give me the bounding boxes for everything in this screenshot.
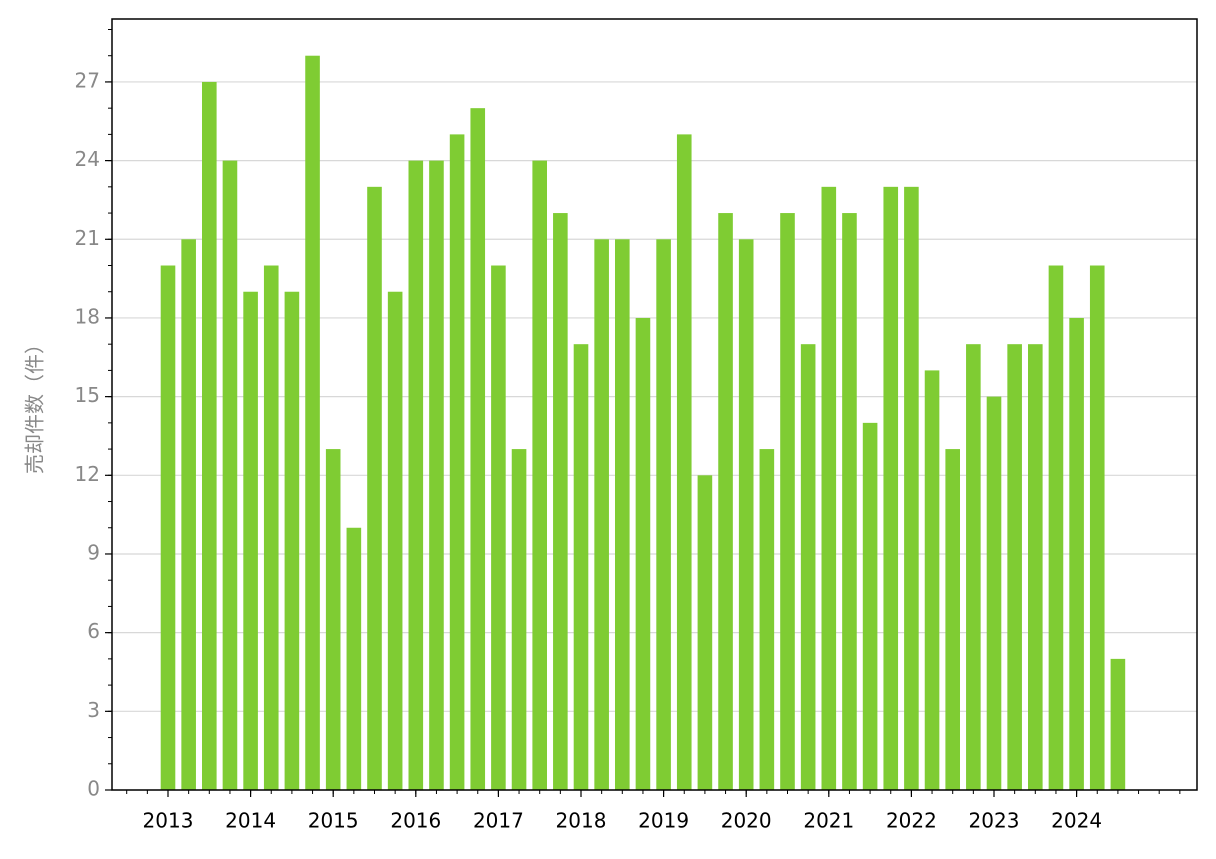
y-tick-label: 0: [87, 777, 100, 801]
bar: [263, 265, 279, 790]
x-tick-label: 2024: [1051, 809, 1102, 833]
bar: [904, 186, 919, 790]
y-tick-label: 9: [87, 540, 100, 564]
x-tick-label: 2023: [969, 809, 1020, 833]
bar: [656, 239, 671, 791]
bar: [759, 449, 775, 790]
y-tick-label: 18: [75, 304, 100, 328]
bar: [367, 186, 382, 790]
bar: [222, 160, 238, 790]
x-tick-label: 2017: [473, 809, 524, 833]
bar: [862, 422, 878, 790]
bar: [532, 160, 547, 790]
bar: [615, 239, 630, 791]
y-tick-label: 3: [87, 698, 100, 722]
bar: [945, 449, 960, 790]
bar: [697, 475, 713, 790]
bar: [1007, 344, 1022, 790]
bar: [821, 186, 837, 790]
bar: [780, 213, 795, 790]
bar: [842, 213, 857, 790]
bar: [676, 134, 692, 790]
bar: [160, 265, 176, 790]
x-tick-label: 2020: [721, 809, 772, 833]
x-tick-label: 2016: [390, 809, 441, 833]
bar: [387, 291, 403, 790]
bar: [429, 160, 444, 790]
bar: [1110, 658, 1126, 790]
y-tick-label: 21: [75, 226, 100, 250]
x-tick-label: 2021: [803, 809, 854, 833]
bar: [924, 370, 940, 790]
bar: [594, 239, 609, 791]
x-tick-label: 2014: [225, 809, 276, 833]
bar: [635, 317, 651, 790]
x-tick-label: 2022: [886, 809, 937, 833]
bar: [738, 239, 754, 791]
bar: [243, 291, 258, 790]
x-tick-label: 2015: [308, 809, 359, 833]
bar: [986, 396, 1002, 790]
y-tick-label: 6: [87, 619, 100, 643]
y-tick-label: 27: [75, 68, 100, 92]
bar: [181, 239, 196, 791]
bar: [1048, 265, 1064, 790]
bar: [408, 160, 424, 790]
bar: [553, 213, 568, 790]
bar: [470, 108, 486, 790]
bar: [718, 213, 733, 790]
bar: [449, 134, 465, 790]
bar: [284, 291, 300, 790]
y-axis-label: 売却件数（件）: [23, 334, 47, 474]
bar: [966, 344, 981, 790]
x-tick-label: 2013: [143, 809, 194, 833]
bar: [511, 449, 527, 790]
x-tick-label: 2018: [556, 809, 607, 833]
bar: [573, 344, 589, 790]
bar: [883, 186, 899, 790]
y-tick-label: 24: [75, 147, 100, 171]
plot-frame: [111, 18, 1198, 791]
bar: [1069, 317, 1084, 790]
x-tick-label: 2019: [638, 809, 689, 833]
bar: [800, 344, 816, 790]
bar: [1028, 344, 1043, 790]
bar: [325, 449, 341, 790]
bar: [346, 527, 362, 790]
y-tick-label: 15: [75, 383, 100, 407]
y-tick-label: 12: [75, 462, 100, 486]
bar: [491, 265, 506, 790]
bar: [305, 55, 320, 790]
bar: [1089, 265, 1105, 790]
bar: [202, 81, 217, 790]
